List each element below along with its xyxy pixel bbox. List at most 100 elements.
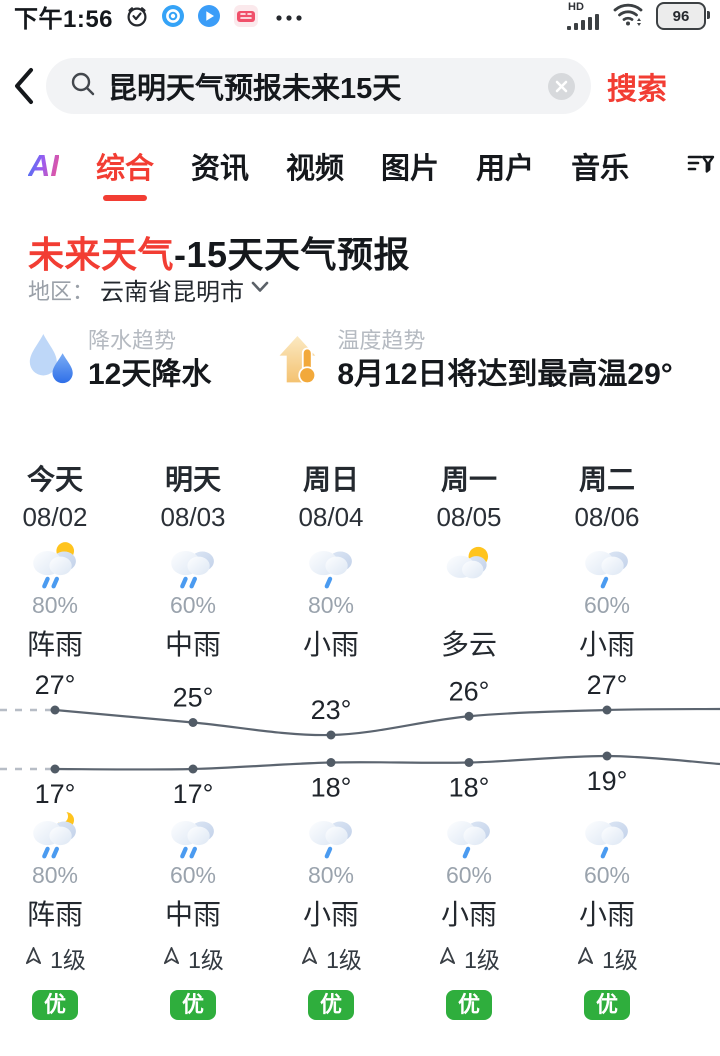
forecast-day-column[interactable]: 明天 08/03 60% 中雨 60% 中雨 1级优 bbox=[124, 460, 262, 1020]
air-quality-badge: 优 bbox=[584, 990, 630, 1020]
precip-trend-card[interactable]: 降水趋势 12天降水 bbox=[24, 322, 211, 400]
air-quality-badge: 优 bbox=[32, 990, 78, 1020]
night-condition: 小雨 bbox=[302, 899, 359, 930]
tab-yonghu[interactable]: 用户 bbox=[476, 153, 535, 185]
wind-direction-icon bbox=[24, 945, 43, 972]
search-icon bbox=[70, 71, 96, 102]
alarm-clock-icon bbox=[125, 4, 149, 28]
status-bar: 下午1:56 HD 96 bbox=[0, 0, 720, 33]
night-precip-chance: 80% bbox=[307, 862, 355, 888]
wind-level: 1级 bbox=[162, 938, 224, 978]
forecast-day-column[interactable]: 今天 08/02 80% 阵雨 80% 阵雨 1级优 bbox=[0, 460, 124, 1020]
result-title: 未来天气-15天天气预报 bbox=[28, 226, 410, 278]
search-button[interactable]: 搜索 bbox=[607, 73, 667, 106]
night-precip-chance: 80% bbox=[31, 862, 79, 888]
day-name: 周二 bbox=[578, 464, 635, 495]
play-app-icon bbox=[197, 4, 221, 28]
wind-level: 1级 bbox=[300, 938, 362, 978]
forecast-panel: 27° 17° 25° 17° 23° 18° 26° 18° 27° 19° 今天 08/02 80… bbox=[0, 460, 720, 1056]
cloud-rain-1-icon bbox=[305, 536, 357, 592]
clear-icon[interactable] bbox=[548, 72, 575, 100]
day-name: 周日 bbox=[302, 464, 359, 495]
day-precip-chance: 60% bbox=[583, 592, 631, 618]
air-quality-badge: 优 bbox=[170, 990, 216, 1020]
tab-ai[interactable]: AI bbox=[28, 148, 59, 183]
result-title-highlight: 未来天气 bbox=[28, 234, 175, 275]
filter-funnel-icon bbox=[686, 149, 716, 184]
precip-trend-value: 12天降水 bbox=[88, 358, 212, 392]
air-quality: 优 bbox=[32, 990, 78, 1020]
day-precip-chance: 80% bbox=[31, 592, 79, 618]
forecast-day-column[interactable]: 周一 08/05 多云 60% 小雨 1级优 bbox=[400, 460, 538, 1020]
ticket-app-icon bbox=[233, 4, 259, 28]
temperature-trend-card[interactable]: 温度趋势 8月12日将达到最高温29° bbox=[273, 322, 673, 400]
day-date: 08/05 bbox=[436, 502, 502, 532]
tab-zonghe[interactable]: 综合 bbox=[96, 145, 154, 187]
night-precip-chance: 60% bbox=[583, 862, 631, 888]
night-precip-chance: 60% bbox=[445, 862, 493, 888]
thermometer-up-icon bbox=[273, 329, 329, 393]
air-quality: 优 bbox=[170, 990, 216, 1020]
raindrops-icon bbox=[24, 329, 80, 393]
forecast-day-column[interactable]: 周二 08/06 60% 小雨 60% 小雨 1级优 bbox=[538, 460, 676, 1020]
search-input[interactable]: 昆明天气预报未来15天 bbox=[46, 58, 591, 114]
day-precip-chance: 80% bbox=[307, 592, 355, 618]
more-dots-icon bbox=[271, 4, 307, 28]
cloud-rain-2-icon bbox=[167, 806, 219, 862]
result-title-rest: -15天天气预报 bbox=[174, 234, 411, 275]
wifi-icon bbox=[612, 1, 646, 32]
day-name: 周一 bbox=[440, 464, 497, 495]
air-quality-badge: 优 bbox=[308, 990, 354, 1020]
wind-level: 1级 bbox=[438, 938, 500, 978]
day-name: 明天 bbox=[164, 464, 221, 495]
night-condition: 小雨 bbox=[440, 899, 497, 930]
cloud-rain-1-icon bbox=[581, 806, 633, 862]
tab-tupian[interactable]: 图片 bbox=[381, 153, 440, 185]
wind-direction-icon bbox=[438, 945, 457, 972]
tab-zixun[interactable]: 资讯 bbox=[191, 153, 250, 185]
day-condition: 多云 bbox=[440, 629, 497, 660]
day-condition: 中雨 bbox=[164, 629, 221, 660]
wind-level-text: 1级 bbox=[464, 947, 500, 973]
tab-shipin[interactable]: 视频 bbox=[286, 153, 345, 185]
day-name: 今天 bbox=[26, 464, 83, 495]
forecast-day-column[interactable]: 周三08/07 bbox=[683, 460, 720, 536]
day-date: 08/03 bbox=[160, 502, 226, 532]
search-query: 昆明天气预报未来15天 bbox=[108, 73, 402, 105]
wind-level-text: 1级 bbox=[50, 947, 86, 973]
air-quality: 优 bbox=[584, 990, 630, 1020]
day-date: 08/04 bbox=[298, 502, 364, 532]
chevron-down-icon bbox=[250, 280, 270, 299]
region-label: 地区： bbox=[28, 278, 95, 304]
cloud-sun-rain-icon bbox=[29, 536, 81, 592]
record-app-icon bbox=[161, 4, 185, 28]
status-time: 下午1:56 bbox=[14, 5, 114, 33]
night-condition: 阵雨 bbox=[26, 899, 83, 930]
filter-button[interactable]: 筛选 bbox=[666, 124, 720, 208]
precip-trend-label: 降水趋势 bbox=[88, 328, 177, 354]
wind-level-text: 1级 bbox=[326, 947, 362, 973]
wind-level: 1级 bbox=[24, 938, 86, 978]
cloud-rain-1-icon bbox=[581, 536, 633, 592]
tab-yinyue[interactable]: 音乐 bbox=[571, 153, 630, 185]
forecast-day-column[interactable]: 周日 08/04 80% 小雨 80% 小雨 1级优 bbox=[262, 460, 400, 1020]
wind-level: 1级 bbox=[576, 938, 638, 978]
day-condition: 阵雨 bbox=[26, 629, 83, 660]
cloud-rain-1-icon bbox=[443, 806, 495, 862]
day-condition: 小雨 bbox=[302, 629, 359, 660]
wind-level-text: 1级 bbox=[602, 947, 638, 973]
signal-bars-icon: HD bbox=[566, 0, 602, 31]
wind-direction-icon bbox=[576, 945, 595, 972]
day-precip-chance: 60% bbox=[169, 592, 217, 618]
wind-direction-icon bbox=[300, 945, 319, 972]
tab-bar: AI 综合 资讯 视频 图片 用户 音乐 筛选 bbox=[0, 124, 720, 208]
day-date: 08/06 bbox=[574, 502, 640, 532]
search-row: 昆明天气预报未来15天 搜索 bbox=[0, 58, 720, 114]
hd-label: HD bbox=[568, 0, 584, 13]
temperature-trend-value: 8月12日将达到最高温29° bbox=[337, 358, 673, 392]
cloud-rain-1-icon bbox=[305, 806, 357, 862]
night-precip-chance: 60% bbox=[169, 862, 217, 888]
region-selector[interactable]: 地区： 云南省昆明市 bbox=[28, 272, 270, 307]
trend-cards: 降水趋势 12天降水 温度趋势 8月12日将达到最高温29° bbox=[0, 322, 720, 400]
back-arrow-icon[interactable] bbox=[0, 65, 46, 107]
